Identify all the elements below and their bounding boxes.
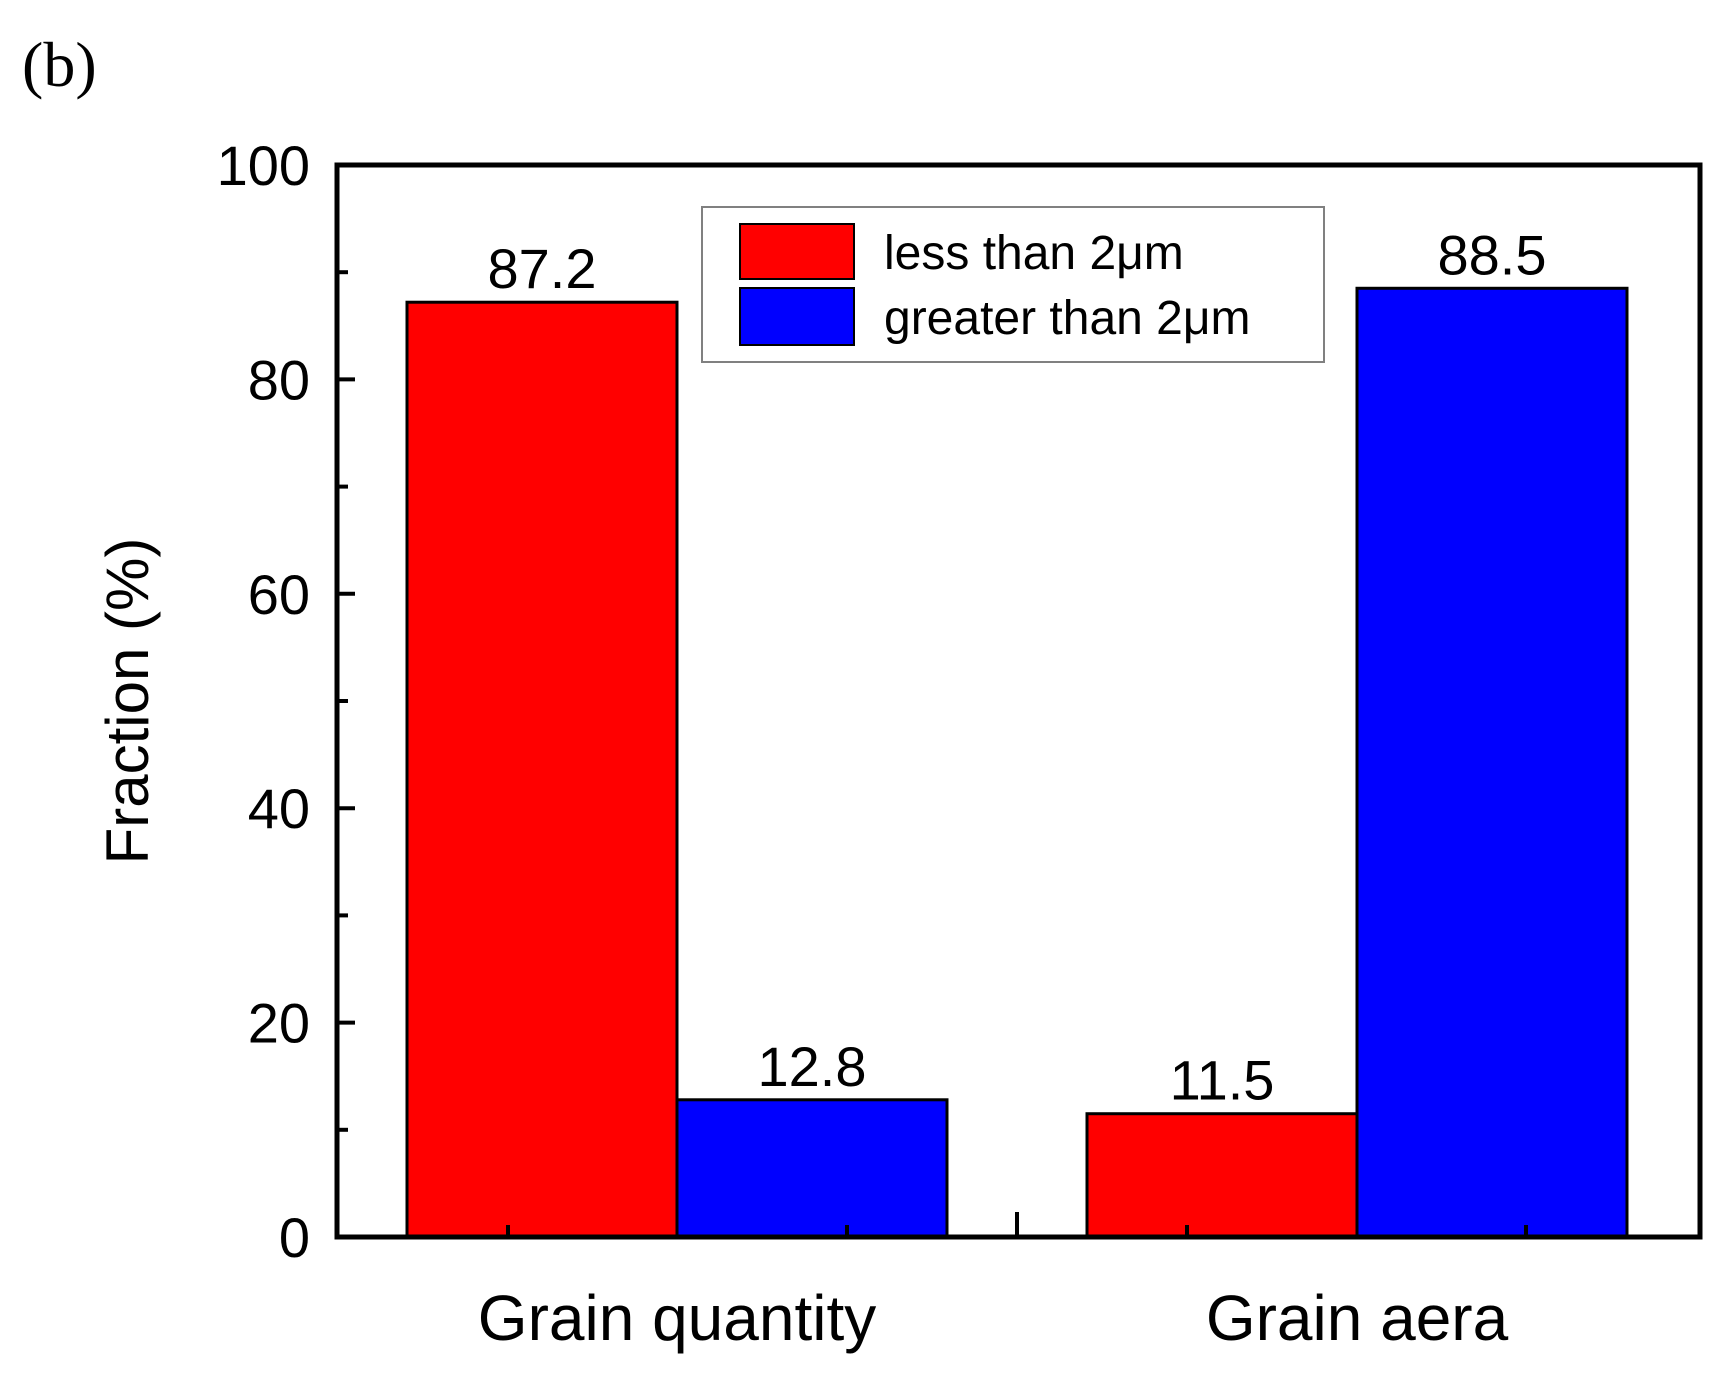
x-axis-ticks bbox=[506, 1212, 1528, 1237]
y-tick-label-40: 40 bbox=[248, 777, 310, 840]
bar-grain-aera-greater-than-2-m bbox=[1355, 286, 1629, 1239]
legend-label-less-than-2um: less than 2μm bbox=[884, 227, 1184, 280]
legend-swatch-greater-than-2um bbox=[739, 287, 855, 346]
data-labels-group: 87.2 12.8 11.5 88.5 bbox=[488, 223, 1547, 1111]
x-axis-category-labels: Grain quantity Grain aera bbox=[478, 1282, 1509, 1354]
data-label-grain-quantity-less-than-2-m: 87.2 bbox=[488, 237, 597, 300]
legend-swatch-less-than-2um bbox=[739, 223, 855, 280]
data-label-grain-aera-less-than-2-m: 11.5 bbox=[1170, 1049, 1275, 1112]
y-tick-label-100: 100 bbox=[217, 134, 310, 197]
bars-group bbox=[405, 286, 1629, 1239]
y-axis-ticks bbox=[337, 163, 355, 1239]
category-label-grain-quantity: Grain quantity bbox=[478, 1282, 876, 1354]
y-axis-title: Fraction (%) bbox=[94, 538, 161, 865]
y-axis-tick-labels: 0 20 40 60 80 100 bbox=[217, 134, 310, 1269]
data-label-grain-aera-greater-than-2-m: 88.5 bbox=[1438, 223, 1547, 286]
y-tick-label-0: 0 bbox=[279, 1206, 310, 1269]
bar-grain-quantity-less-than-2-m bbox=[405, 300, 679, 1239]
data-label-grain-quantity-greater-than-2-m: 12.8 bbox=[758, 1035, 867, 1098]
panel-label: (b) bbox=[22, 29, 97, 100]
legend: less than 2μm greater than 2μm bbox=[701, 206, 1325, 363]
y-tick-label-20: 20 bbox=[248, 992, 310, 1055]
bar-grain-aera-less-than-2-m bbox=[1085, 1112, 1359, 1239]
y-tick-label-80: 80 bbox=[248, 348, 310, 411]
bar-grain-quantity-greater-than-2-m bbox=[675, 1098, 949, 1239]
category-label-grain-aera: Grain aera bbox=[1206, 1282, 1509, 1354]
y-tick-label-60: 60 bbox=[248, 563, 310, 626]
legend-label-greater-than-2um: greater than 2μm bbox=[884, 292, 1251, 345]
